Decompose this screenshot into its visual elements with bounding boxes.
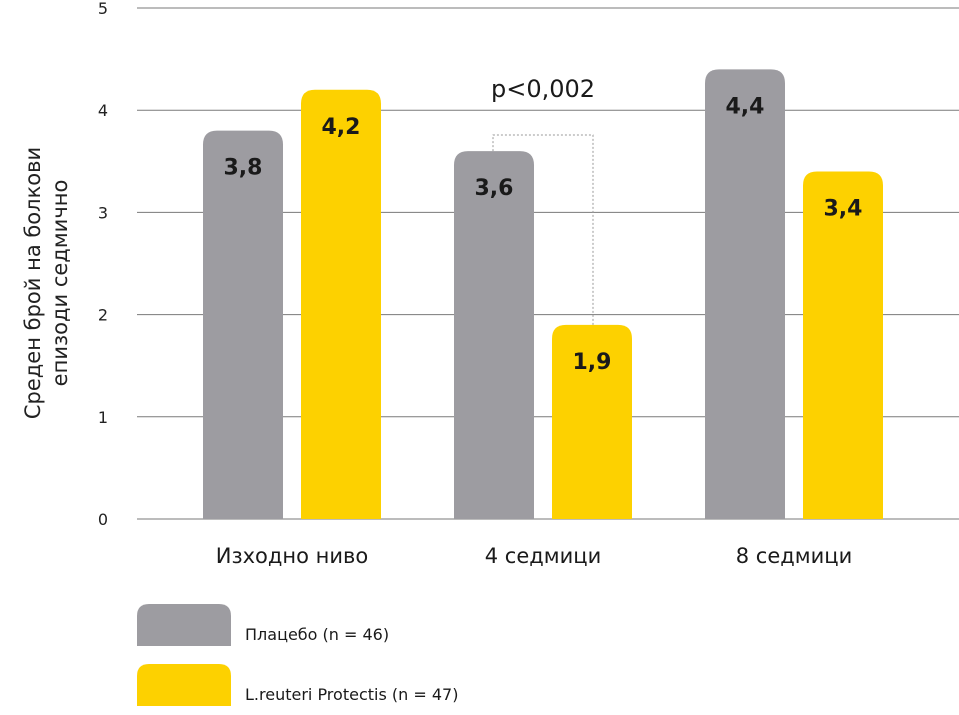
y-tick-label: 4 [98, 101, 108, 120]
bar-protectis-0 [301, 89, 381, 519]
bar-value-label: 4,2 [322, 115, 361, 140]
legend: Плацебо (n = 46) L.reuteri Protectis (n =… [137, 604, 458, 706]
y-axis-title-line: епизоди седмично [48, 180, 72, 387]
x-category-label: 4 седмици [485, 544, 601, 568]
x-category-label: Изходно ниво [216, 544, 369, 568]
bar-placebo-1 [454, 151, 534, 519]
significance-bracket [492, 134, 594, 325]
bar-value-label: 3,6 [475, 176, 514, 201]
x-category-label: 8 седмици [736, 544, 852, 568]
bar-value-label: 1,9 [573, 350, 612, 375]
bar-value-label: 4,4 [726, 94, 765, 119]
bar-protectis-2 [803, 171, 883, 519]
y-axis-label: Среден брой на болкови епизоди седмично [21, 147, 72, 419]
bars: 3,8 3,6 4,4 4,2 1,9 3,4 [203, 69, 883, 519]
bar-protectis-1 [552, 324, 632, 519]
legend-label-placebo: Плацебо (n = 46) [245, 625, 389, 644]
bar-value-label: 3,4 [824, 197, 863, 222]
y-tick-label: 3 [98, 203, 108, 222]
legend-swatch-protectis [137, 664, 231, 706]
y-axis-title: Среден брой на болкови епизоди седмично [21, 147, 72, 419]
category-labels: Изходно ниво 4 седмици 8 седмици [216, 544, 853, 568]
bar-placebo-0 [203, 130, 283, 519]
significance-annotation: p<0,002 [491, 75, 595, 325]
legend-label-protectis: L.reuteri Protectis (n = 47) [245, 685, 458, 704]
bar-placebo-2 [705, 69, 785, 519]
legend-swatch-placebo [137, 604, 231, 646]
y-axis-title-line: Среден брой на болкови [21, 147, 45, 419]
bar-value-label: 3,8 [224, 156, 263, 181]
p-value-annotation: p<0,002 [491, 75, 595, 103]
y-tick-label: 1 [98, 408, 108, 427]
y-tick-label: 2 [98, 306, 108, 325]
y-tick-label: 0 [98, 510, 108, 529]
y-tick-label: 5 [98, 0, 108, 18]
